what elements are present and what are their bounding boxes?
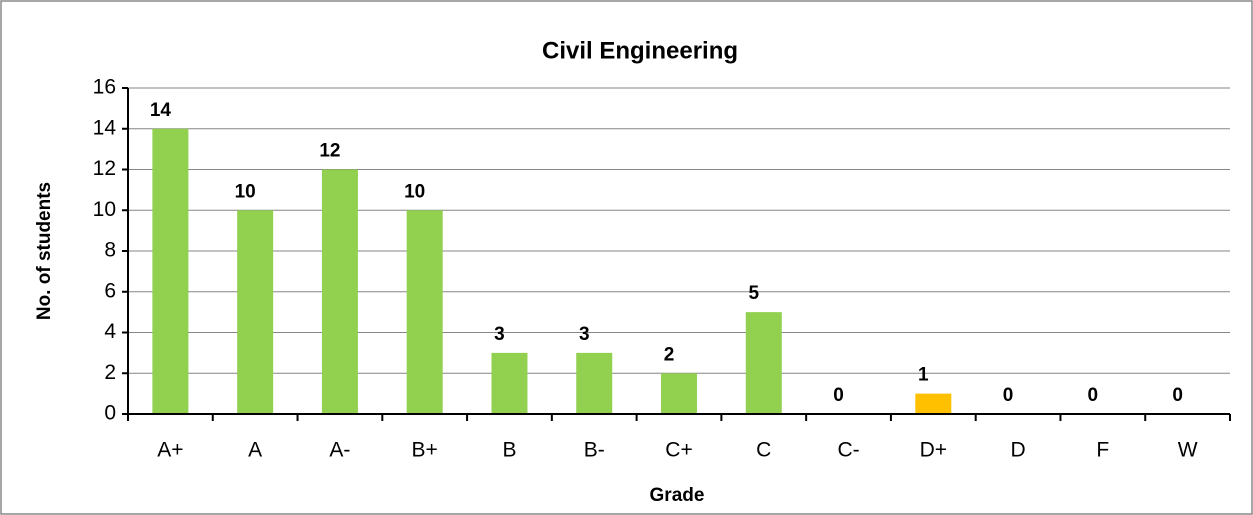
x-tick-label: D [1010, 439, 1025, 462]
value-label: 5 [748, 283, 759, 304]
y-tick-label: 0 [104, 402, 116, 425]
bar [491, 352, 528, 414]
value-label: 1 [918, 365, 929, 386]
y-tick-label: 2 [104, 361, 116, 384]
bar [406, 210, 443, 414]
x-tick-label: B [502, 439, 516, 462]
value-label: 12 [319, 141, 340, 162]
value-label: 2 [664, 344, 675, 365]
x-tick-label: B- [584, 439, 605, 462]
x-tick-label: C+ [665, 439, 692, 462]
x-axis-label: Grade [650, 485, 705, 506]
y-axis-label: No. of students [34, 182, 55, 320]
bar [915, 393, 952, 414]
y-tick-label: 8 [104, 239, 116, 262]
x-tick-label: A+ [157, 439, 183, 462]
chart-title: Civil Engineering [542, 37, 738, 64]
bar [152, 128, 189, 414]
y-tick-label: 16 [93, 76, 116, 99]
bar [661, 373, 697, 414]
x-tick-label: F [1096, 439, 1109, 462]
bar [576, 352, 613, 414]
value-label: 0 [833, 385, 844, 406]
x-tick-label: A [248, 439, 262, 462]
value-label: 14 [150, 100, 172, 121]
x-tick-label: A- [329, 439, 350, 462]
bar [321, 169, 358, 414]
y-tick-label: 4 [104, 320, 116, 343]
bar [745, 312, 782, 414]
x-tick-label: D+ [920, 439, 947, 462]
value-label: 3 [494, 324, 505, 345]
value-label: 3 [579, 324, 590, 345]
y-tick-label: 12 [93, 157, 116, 180]
value-label: 0 [1003, 385, 1014, 406]
value-label: 10 [404, 181, 425, 202]
bar [237, 210, 274, 414]
value-label: 10 [235, 181, 256, 202]
value-label: 0 [1172, 385, 1183, 406]
x-tick-label: C [756, 439, 771, 462]
x-tick-label: C- [837, 439, 859, 462]
x-tick-label: B+ [412, 439, 438, 462]
y-tick-label: 6 [104, 279, 116, 302]
value-label: 0 [1088, 385, 1099, 406]
y-tick-label: 10 [93, 198, 116, 221]
y-tick-label: 14 [93, 116, 117, 139]
x-tick-label: W [1178, 439, 1198, 462]
